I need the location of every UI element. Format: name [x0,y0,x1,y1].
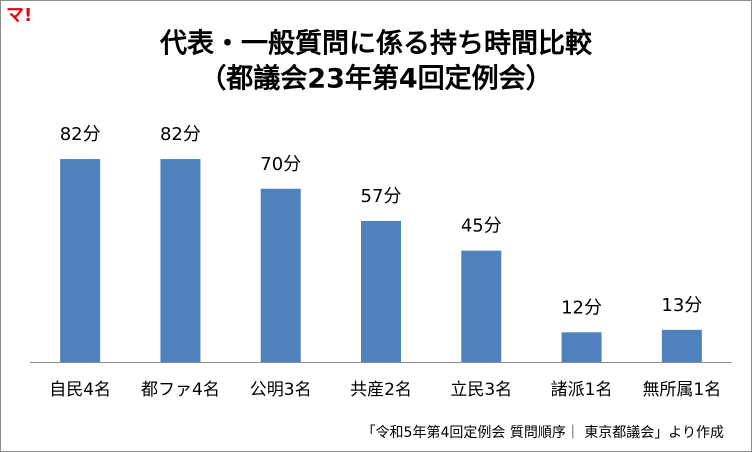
chart-subtitle: （都議会23年第4回定例会） [199,63,552,95]
bar [361,220,401,362]
value-label: 70分 [260,154,301,175]
source-note: 「令和5年第4回定例会 質問順序｜ 東京都議会」より作成 [362,424,724,441]
value-label: 82分 [160,124,201,145]
value-label: 12分 [561,297,602,318]
x-tick-label: 共産2名 [350,380,412,400]
bar [60,159,101,362]
x-tick-label: 諸派1名 [551,380,613,400]
value-label: 82分 [60,124,101,145]
bar [661,329,702,362]
logo: マ! [6,5,32,26]
value-label: 13分 [661,295,702,316]
x-tick-label: 立民3名 [450,380,512,400]
bar [461,250,502,362]
chart-title: 代表・一般質問に係る持ち時間比較 [159,28,593,60]
bar [160,159,201,362]
x-tick-label: 無所属1名 [642,380,721,400]
bar [260,188,301,362]
x-tick-label: 公明3名 [250,380,312,400]
x-tick-label: 自民4名 [49,380,111,400]
value-label: 45分 [461,216,502,237]
x-tick-label: 都ファ4名 [141,380,220,400]
bar [561,332,602,362]
value-label: 57分 [361,186,402,207]
